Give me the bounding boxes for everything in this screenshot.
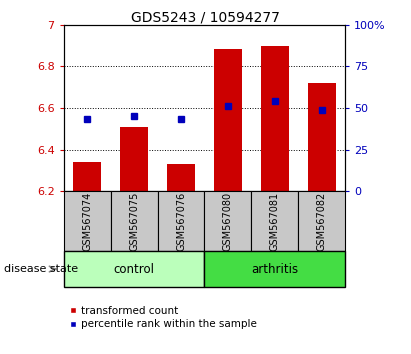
Text: GSM567074: GSM567074 xyxy=(82,192,92,251)
Bar xyxy=(120,127,148,191)
Text: arthritis: arthritis xyxy=(251,263,298,275)
Text: GSM567080: GSM567080 xyxy=(223,192,233,251)
Bar xyxy=(73,162,101,191)
Bar xyxy=(261,46,289,191)
Text: disease state: disease state xyxy=(4,264,78,274)
Bar xyxy=(214,49,242,191)
Bar xyxy=(252,191,298,251)
Text: GSM567081: GSM567081 xyxy=(270,192,280,251)
Bar xyxy=(205,251,345,287)
Bar xyxy=(308,83,336,191)
Bar xyxy=(111,191,157,251)
Bar xyxy=(167,164,195,191)
Text: GSM567076: GSM567076 xyxy=(176,192,186,251)
Text: control: control xyxy=(113,263,155,275)
Bar xyxy=(298,191,345,251)
Bar xyxy=(205,191,252,251)
Legend: transformed count, percentile rank within the sample: transformed count, percentile rank withi… xyxy=(69,306,257,329)
Text: GSM567075: GSM567075 xyxy=(129,192,139,251)
Text: GDS5243 / 10594277: GDS5243 / 10594277 xyxy=(131,11,280,25)
Bar xyxy=(157,191,205,251)
Bar xyxy=(64,251,204,287)
Bar xyxy=(64,191,111,251)
Text: GSM567082: GSM567082 xyxy=(317,192,327,251)
